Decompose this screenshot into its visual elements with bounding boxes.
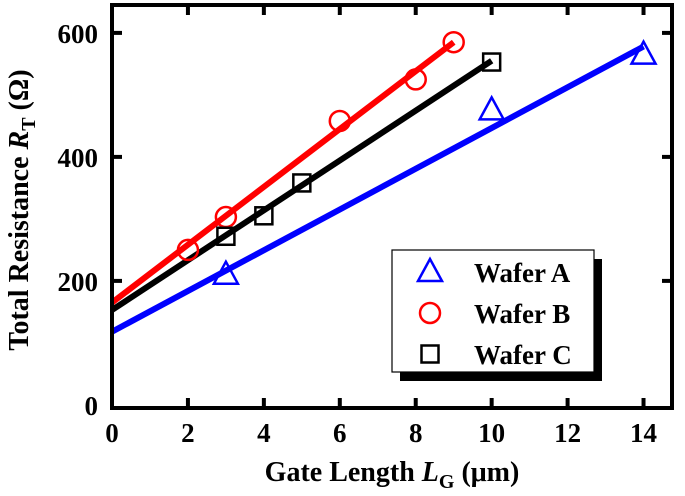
data-point-wafer-c [216,226,236,247]
x-tick-label: 14 [630,418,657,448]
legend-marker-wafer-c [420,344,440,364]
x-tick-label: 12 [554,418,581,448]
fit-line-wafer-c [110,58,494,313]
data-point-wafer-a [629,38,658,65]
data-point-wafer-a [211,259,241,285]
y-axis-label: Total Resistance RT (Ω) [4,69,40,350]
x-tick-label: 0 [105,418,119,448]
legend: Wafer A Wafer B Wafer C [391,249,602,381]
data-point-wafer-b [328,109,352,133]
plot-frame [110,3,674,410]
x-tick-label: 8 [409,418,423,448]
y-tick-label: 0 [85,391,99,421]
data-point-wafer-b [404,68,427,91]
data-point-wafer-a [477,94,506,121]
y-tick-label: 200 [58,267,99,297]
legend-box [391,249,595,373]
x-axis-label: Gate Length LG (μm) [265,457,520,493]
data-point-wafer-c [254,206,274,226]
data-point-wafer-c [481,52,502,72]
legend-label: Wafer A [474,258,571,288]
legend-label: Wafer C [474,340,572,370]
x-tick-label: 4 [257,418,271,448]
data-point-wafer-c [292,173,312,193]
fit-line-wafer-a [110,43,645,335]
x-tick-label: 6 [333,418,347,448]
data-point-wafer-b [442,30,465,54]
data-point-wafer-b [176,238,200,262]
legend-marker-wafer-a [415,256,445,283]
y-tick-label: 400 [58,143,99,173]
legend-marker-wafer-b [418,301,442,325]
fit-line-wafer-b [110,39,456,305]
legend-label: Wafer B [474,299,570,329]
x-tick-label: 10 [478,418,505,448]
x-tick-label: 2 [181,418,195,448]
y-tick-label: 600 [58,19,99,49]
